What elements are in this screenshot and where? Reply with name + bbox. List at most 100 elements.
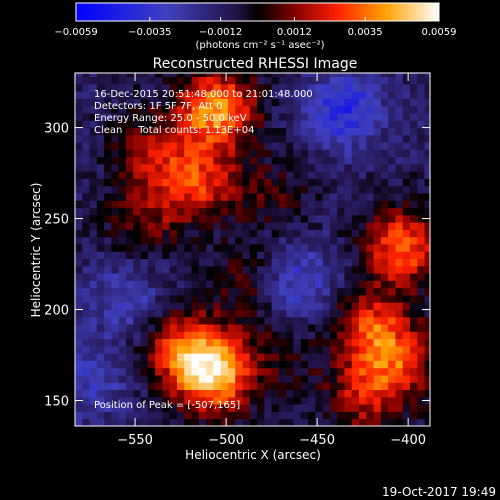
heatmap-cell	[140, 360, 149, 369]
heatmap-cell	[82, 280, 90, 289]
heatmap-cell	[184, 302, 192, 310]
heatmap-cell	[133, 156, 141, 165]
heatmap-cell	[140, 149, 149, 158]
heatmap-cell	[104, 83, 112, 92]
heatmap-cell	[402, 396, 411, 405]
heatmap-cell	[278, 324, 287, 332]
heatmap-cell	[286, 105, 294, 114]
heatmap-cell	[271, 171, 280, 179]
heatmap-cell	[286, 287, 294, 296]
heatmap-cell	[213, 280, 222, 289]
heatmap-cell	[395, 316, 404, 325]
heatmap-cell	[300, 302, 309, 310]
heatmap-cell	[75, 163, 83, 172]
heatmap-cell	[308, 345, 316, 354]
heatmap-cell	[409, 98, 418, 107]
heatmap-cell	[125, 302, 134, 310]
heatmap-cell	[278, 251, 287, 259]
heatmap-cell	[264, 91, 273, 99]
heatmap-cell	[89, 76, 98, 85]
heatmap-cell	[351, 229, 360, 238]
heatmap-cell	[206, 316, 214, 325]
heatmap-cell	[424, 375, 431, 383]
heatmap-cell	[417, 382, 425, 391]
heatmap-cell	[169, 309, 178, 318]
heatmap-cell	[417, 200, 425, 209]
annotation-line: Clean Total counts: 1.13E+04	[94, 125, 254, 136]
heatmap-cell	[242, 185, 251, 194]
heatmap-cell	[257, 411, 265, 420]
heatmap-cell	[213, 222, 222, 230]
heatmap-cell	[133, 105, 141, 114]
heatmap-cell	[242, 324, 251, 332]
heatmap-cell	[242, 214, 251, 223]
heatmap-cell	[373, 76, 382, 85]
heatmap-cell	[242, 236, 251, 245]
heatmap-cell	[206, 229, 214, 238]
heatmap-cell	[315, 287, 323, 296]
heatmap-cell	[227, 324, 236, 332]
heatmap-cell	[176, 309, 185, 318]
heatmap-cell	[206, 294, 214, 303]
heatmap-cell	[329, 404, 338, 412]
heatmap-cell	[388, 396, 396, 405]
heatmap-cell	[198, 142, 207, 150]
heatmap-cell	[125, 98, 134, 107]
heatmap-cell	[133, 309, 141, 318]
heatmap-cell	[286, 163, 294, 172]
heatmap-cell	[140, 222, 149, 230]
heatmap-cell	[235, 178, 243, 187]
heatmap-cell	[118, 389, 127, 398]
heatmap-cell	[249, 83, 258, 92]
heatmap-cell	[125, 251, 134, 259]
heatmap-cell	[409, 382, 418, 391]
heatmap-cell	[147, 353, 156, 361]
heatmap-cell	[191, 163, 200, 172]
heatmap-cell	[96, 375, 105, 383]
heatmap-cell	[111, 229, 120, 238]
heatmap-cell	[242, 280, 251, 289]
heatmap-cell	[89, 207, 98, 216]
heatmap-cell	[140, 76, 149, 85]
heatmap-cell	[286, 244, 294, 252]
heatmap-cell	[278, 76, 287, 85]
heatmap-cell	[213, 229, 222, 238]
heatmap-cell	[300, 338, 309, 347]
heatmap-cell	[75, 345, 83, 354]
heatmap-cell	[395, 142, 404, 150]
heatmap-cell	[249, 171, 258, 179]
heatmap-cell	[271, 127, 280, 136]
heatmap-cell	[147, 163, 156, 172]
heatmap-cell	[147, 113, 156, 121]
heatmap-cell	[125, 338, 134, 347]
heatmap-cell	[344, 316, 353, 325]
heatmap-cell	[89, 324, 98, 332]
heatmap-cell	[213, 98, 222, 107]
heatmap-cell	[176, 73, 185, 78]
heatmap-cell	[111, 134, 120, 143]
heatmap-cell	[184, 214, 192, 223]
heatmap-cell	[169, 345, 178, 354]
heatmap-cell	[388, 73, 396, 78]
heatmap-cell	[75, 134, 83, 143]
heatmap-cell	[155, 404, 163, 412]
heatmap-cell	[191, 396, 200, 405]
heatmap-cell	[286, 258, 294, 267]
heatmap-cell	[380, 324, 389, 332]
heatmap-cell	[96, 200, 105, 209]
heatmap-cell	[169, 76, 178, 85]
heatmap-cell	[227, 229, 236, 238]
heatmap-cell	[402, 142, 411, 150]
heatmap-cell	[286, 142, 294, 150]
heatmap-cell	[351, 222, 360, 230]
heatmap-cell	[242, 105, 251, 114]
heatmap-cell	[293, 185, 302, 194]
heatmap-cell	[213, 294, 222, 303]
heatmap-cell	[118, 411, 127, 420]
heatmap-cell	[373, 200, 382, 209]
heatmap-cell	[271, 142, 280, 150]
heatmap-cell	[278, 83, 287, 92]
heatmap-cell	[373, 149, 382, 158]
heatmap-cell	[308, 287, 316, 296]
heatmap-cell	[417, 73, 425, 78]
